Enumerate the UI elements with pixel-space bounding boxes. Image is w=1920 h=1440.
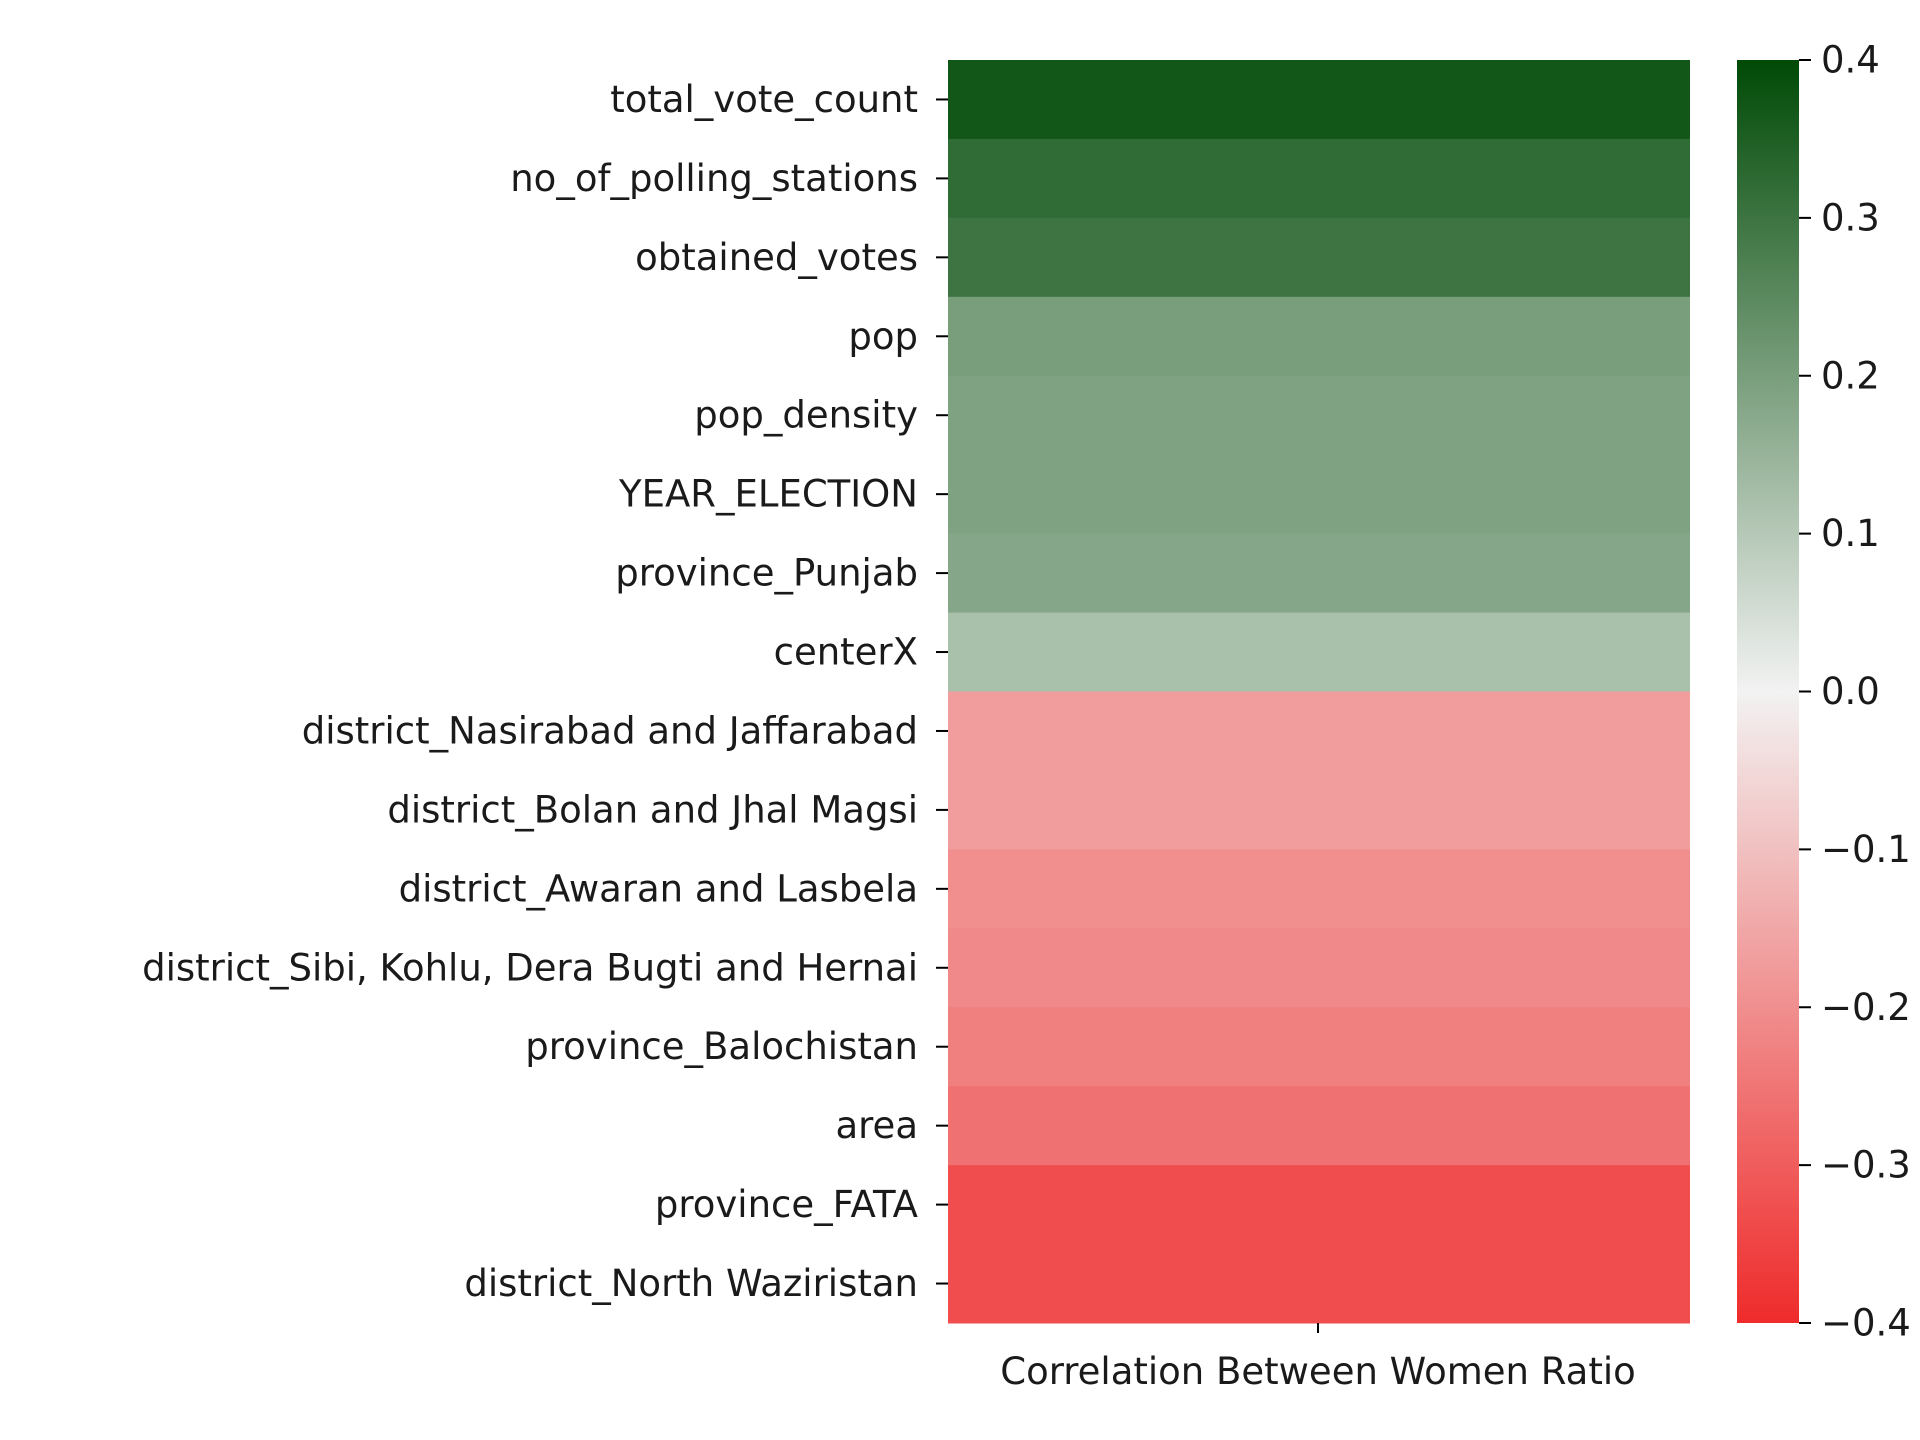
row-label: district_Sibi, Kohlu, Dera Bugti and Her… — [142, 946, 918, 989]
heatmap-cell — [948, 534, 1690, 613]
row-label: district_Bolan and Jhal Magsi — [387, 788, 918, 831]
colorbar-ticks: 0.4 0.3 0.2 0.1 0.0 −0.1 −0.2 −0.3 −0.4 — [1799, 39, 1911, 1345]
heatmap-cell — [948, 849, 1690, 928]
row-label: no_of_polling_stations — [510, 157, 918, 200]
row-label: YEAR_ELECTION — [618, 473, 918, 516]
colorbar-gradient — [1737, 60, 1799, 1323]
heatmap-cell — [948, 139, 1690, 218]
row-label: province_Punjab — [615, 552, 918, 595]
row-label: centerX — [774, 631, 918, 674]
colorbar-tick-label: −0.2 — [1821, 986, 1911, 1029]
heatmap-cell — [948, 1086, 1690, 1165]
column-labels: Correlation Between Women Ratio — [1000, 1323, 1636, 1393]
heatmap-cell — [948, 60, 1690, 139]
row-label: pop — [848, 315, 918, 358]
row-label: pop_density — [694, 394, 918, 437]
heatmap-cell — [948, 928, 1690, 1007]
colorbar-tick-label: 0.4 — [1821, 39, 1880, 82]
x-tick-label: Correlation Between Women Ratio — [1000, 1350, 1636, 1393]
row-label: district_North Waziristan — [464, 1262, 918, 1305]
heatmap-cell — [948, 218, 1690, 297]
colorbar-tick-label: 0.3 — [1821, 196, 1880, 239]
colorbar-tick-label: −0.1 — [1821, 828, 1911, 871]
heatmap-cell — [948, 692, 1690, 771]
row-labels: total_vote_count no_of_polling_stationsob… — [142, 78, 948, 1305]
heatmap-cell — [948, 1165, 1690, 1244]
heatmap-cell — [948, 297, 1690, 376]
colorbar-tick-label: −0.3 — [1821, 1144, 1911, 1187]
heatmap-cell — [948, 770, 1690, 849]
heatmap-cells — [948, 60, 1690, 1324]
colorbar-tick-label: −0.4 — [1821, 1302, 1911, 1345]
row-label: district_Nasirabad and Jaffarabad — [302, 709, 918, 752]
heatmap-cell — [948, 376, 1690, 455]
heatmap-cell — [948, 455, 1690, 534]
colorbar: 0.4 0.3 0.2 0.1 0.0 −0.1 −0.2 −0.3 −0.4 — [1737, 39, 1911, 1345]
row-label: province_FATA — [655, 1183, 918, 1226]
row-label: province_Balochistan — [525, 1025, 918, 1068]
row-label: obtained_votes — [635, 236, 918, 279]
row-label: district_Awaran and Lasbela — [399, 867, 918, 910]
heatmap-cell — [948, 1007, 1690, 1086]
heatmap-cell — [948, 1244, 1690, 1323]
colorbar-tick-label: 0.2 — [1821, 354, 1880, 397]
row-label: area — [835, 1104, 918, 1147]
colorbar-tick-label: 0.1 — [1821, 512, 1880, 555]
heatmap-cell — [948, 613, 1690, 692]
colorbar-tick-label: 0.0 — [1821, 670, 1880, 713]
row-label: total_vote_count — [610, 78, 918, 121]
